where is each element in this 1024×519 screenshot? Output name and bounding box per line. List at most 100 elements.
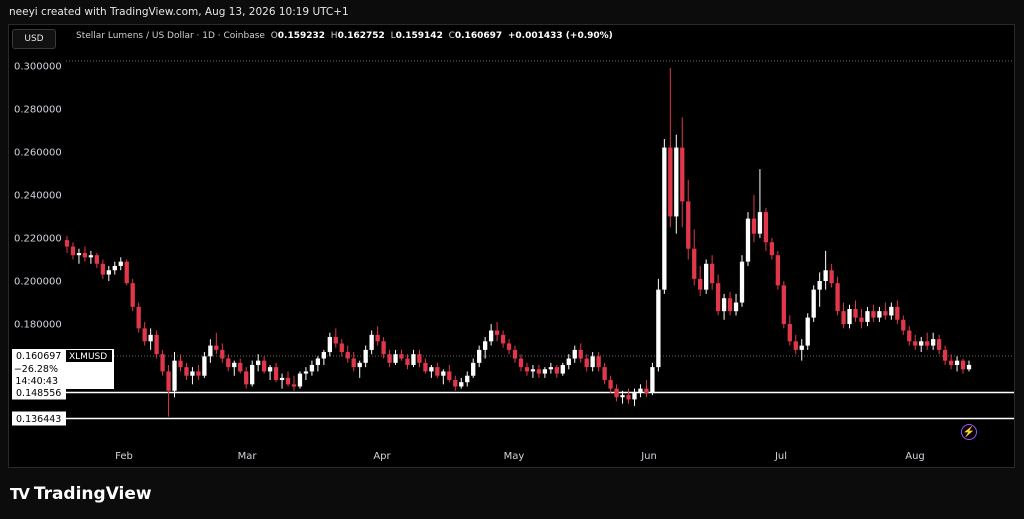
candle-body (214, 345, 219, 350)
candle-body (865, 311, 870, 322)
candle-body (733, 302, 739, 312)
candle-body (196, 371, 201, 376)
candle-body (656, 289, 661, 368)
horizontal-lines[interactable]: 0.148556 0.136443 (12, 385, 1014, 426)
candle-body (279, 377, 285, 381)
support-line-label: 0.148556 (16, 388, 61, 399)
candle-body (913, 341, 918, 346)
candle-body (339, 343, 344, 353)
candle-body (238, 362, 243, 372)
current-price: 0.160697 (16, 351, 61, 362)
symbol-title[interactable]: Stellar Lumens / US Dollar · 1D · Coinba… (76, 31, 265, 41)
candle-body (877, 311, 882, 318)
candle-body (202, 356, 207, 376)
candle-body (453, 380, 458, 387)
y-axis: 0.300000 0.280000 0.260000 0.240000 0.220000… (14, 61, 62, 330)
candle-body (560, 364, 565, 374)
candle-body (441, 371, 446, 376)
candle-body (775, 255, 780, 286)
candle-body (256, 360, 261, 365)
x-tick-label: Mar (238, 451, 258, 462)
candle-body (417, 354, 422, 363)
chart-header: neeyi created with TradingView.com, Aug … (9, 6, 349, 18)
lightning-icon[interactable]: ⚡ (961, 424, 977, 440)
tradingview-brand[interactable]: TV TradingView (10, 484, 152, 504)
candle-body (82, 253, 88, 258)
candle-body (578, 349, 583, 359)
candle-body (494, 330, 500, 335)
y-tick-label: 0.300000 (14, 61, 62, 72)
candle-body (70, 246, 76, 256)
candle-body (309, 364, 315, 372)
candle-body (393, 354, 398, 363)
candle-body (172, 360, 177, 391)
candle-body (799, 345, 804, 350)
candle-body (960, 360, 966, 370)
close-label: C (448, 31, 455, 41)
candle-body (291, 384, 297, 387)
candle-body (566, 358, 571, 365)
candle-body (590, 356, 595, 368)
support-line-label: 0.136443 (16, 414, 61, 425)
change-percent: −26.28% (14, 364, 58, 375)
candle-body (686, 201, 691, 249)
candle-body (124, 261, 129, 284)
candle-body (136, 306, 141, 329)
candle-body (208, 345, 213, 357)
candle-body (793, 341, 798, 350)
candle-body (399, 354, 404, 359)
candle-body (751, 218, 757, 234)
y-tick-label: 0.200000 (14, 277, 62, 288)
candle-body (536, 369, 542, 374)
open-value: 0.159232 (277, 31, 326, 41)
candle-body (190, 371, 195, 376)
candle-body (369, 334, 374, 350)
candle-body (297, 373, 303, 387)
brand-name: TradingView (33, 484, 152, 504)
candle-body (482, 341, 488, 350)
candle-body (112, 265, 117, 271)
chart-panel[interactable] (8, 24, 1015, 468)
candle-body (345, 352, 350, 359)
candle-body (931, 339, 936, 346)
candle-body (154, 334, 159, 355)
candle-body (698, 278, 703, 290)
y-tick-label: 0.220000 (14, 233, 62, 244)
high-value: 0.162752 (337, 31, 385, 41)
close-value: 0.160697 (454, 31, 503, 41)
price-label: 0.160697 XLMUSD −26.28%14:40:43 (12, 349, 114, 389)
candle-body (602, 367, 607, 381)
candle-body (273, 367, 279, 381)
tradingview-logo: TV (10, 485, 30, 503)
candle-body (250, 364, 255, 385)
symbol-tag: XLMUSD (69, 352, 107, 362)
candle-body (405, 358, 410, 365)
candle-body (363, 349, 368, 363)
candle-body (130, 283, 135, 307)
candle-body (745, 218, 751, 262)
currency-button[interactable]: USD (12, 29, 56, 49)
candle-body (572, 349, 577, 359)
support-line-label-bg (12, 411, 66, 426)
candle-body (381, 341, 386, 355)
candle-body (942, 349, 948, 361)
candle-body (166, 371, 171, 391)
candle-body (554, 367, 559, 374)
candle-body (447, 371, 452, 381)
candle-body (668, 147, 673, 217)
candle-body (142, 328, 147, 342)
candle-body (805, 317, 810, 346)
candle-body (285, 377, 291, 385)
candle-body (267, 367, 273, 372)
symbol-tag-bg (66, 350, 112, 362)
x-tick-label: Feb (115, 451, 133, 462)
candle-body (966, 364, 972, 370)
candle-body (88, 255, 94, 258)
candle-body (811, 289, 816, 318)
candle-body (321, 352, 327, 359)
candle-body (841, 311, 846, 325)
candle-body (853, 309, 858, 318)
candle-body (100, 263, 105, 275)
candle-body (638, 388, 643, 393)
